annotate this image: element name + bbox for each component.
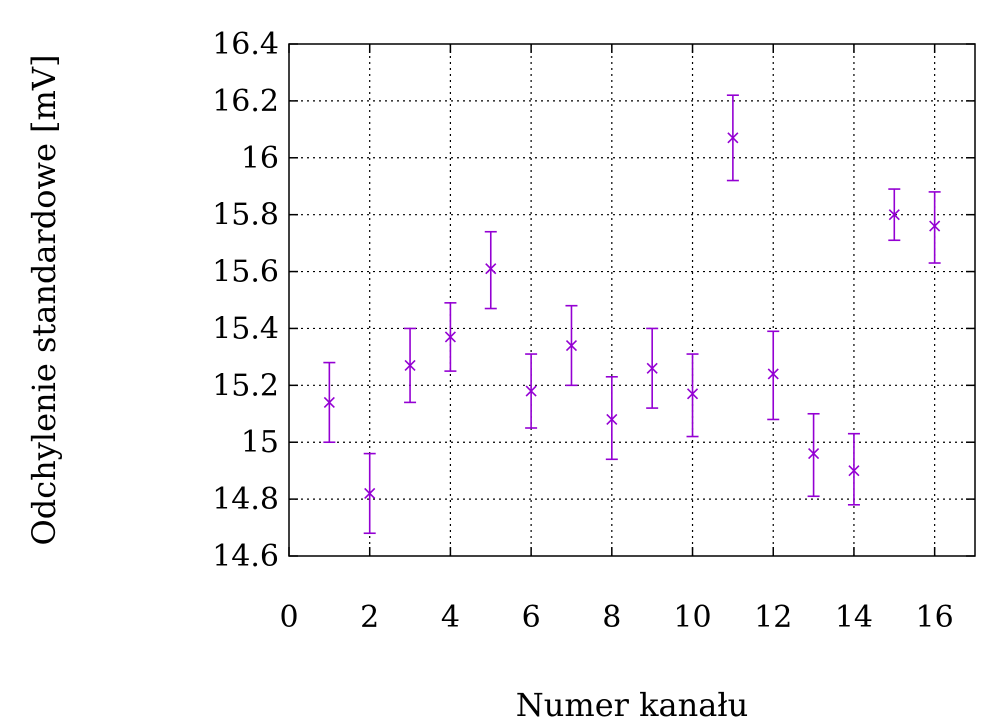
y-axis-title: Odchylenie standardowe [mV] — [25, 55, 63, 546]
plot-area-frame — [288, 43, 976, 557]
y-tick-label: 14.6 — [212, 539, 279, 574]
data-point — [847, 432, 860, 506]
data-point — [605, 375, 618, 461]
point-marker — [686, 388, 699, 400]
data-point — [484, 230, 497, 310]
point-marker — [485, 263, 497, 275]
y-tick-label: 16.4 — [212, 27, 279, 62]
x-tick-labels: 0 2 4 6 8 10 12 14 16 — [279, 600, 953, 635]
data-point — [323, 361, 336, 444]
x-tick-label: 6 — [522, 600, 541, 635]
grid-lines — [289, 44, 975, 556]
data-point — [444, 302, 457, 372]
point-marker — [808, 448, 820, 460]
y-tick-label: 15.2 — [212, 368, 279, 403]
y-tick-label: 16.2 — [212, 84, 279, 119]
y-tick-label: 15.8 — [212, 198, 279, 233]
data-point — [686, 353, 699, 438]
point-marker — [888, 209, 900, 221]
x-axis-title: Numer kanału — [516, 686, 749, 724]
y-tick-label: 15.4 — [212, 311, 279, 346]
x-tick-label: 0 — [279, 600, 298, 635]
data-series — [323, 94, 941, 535]
data-point — [565, 304, 578, 387]
data-point — [726, 94, 739, 182]
data-point — [525, 353, 538, 429]
x-tick-label: 10 — [673, 600, 711, 635]
data-point — [767, 330, 780, 421]
point-marker — [323, 396, 335, 408]
point-marker — [929, 220, 941, 232]
x-tick-label: 8 — [602, 600, 621, 635]
y-tick-label: 15.6 — [212, 255, 279, 290]
data-point — [888, 188, 901, 242]
data-point — [363, 452, 376, 535]
x-tick-label: 12 — [754, 600, 792, 635]
point-marker — [444, 331, 456, 343]
y-tick-labels: 14.6 14.8 15 15.2 15.4 15.6 15.8 16 16.2 16.4 — [212, 27, 279, 574]
data-point — [646, 327, 659, 409]
data-point — [404, 327, 417, 404]
data-point — [807, 412, 820, 498]
point-marker — [364, 487, 376, 499]
point-marker — [525, 385, 537, 397]
y-tick-label: 14.8 — [212, 482, 279, 517]
point-marker — [404, 359, 416, 371]
point-marker — [606, 413, 618, 426]
point-marker — [848, 465, 860, 477]
axis-ticks — [288, 43, 975, 557]
point-marker — [727, 132, 739, 144]
x-tick-label: 4 — [441, 600, 460, 635]
x-tick-label: 16 — [916, 600, 954, 635]
point-marker — [646, 362, 658, 374]
y-tick-label: 16 — [241, 141, 279, 176]
data-point — [928, 191, 941, 264]
y-tick-label: 15 — [241, 425, 279, 460]
x-tick-label: 2 — [360, 600, 379, 635]
x-tick-label: 14 — [835, 600, 873, 635]
point-marker — [565, 339, 578, 352]
point-marker — [767, 368, 779, 380]
